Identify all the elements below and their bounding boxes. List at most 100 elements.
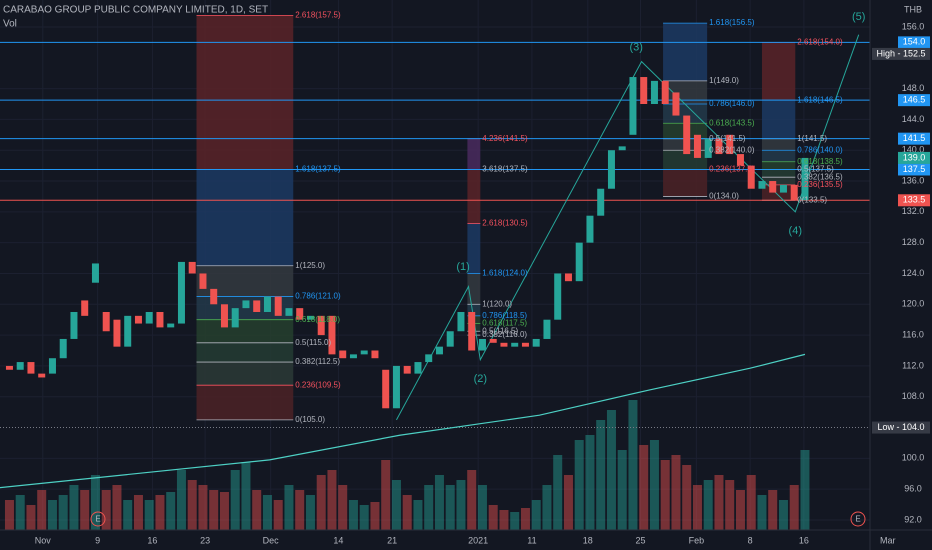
candle-body xyxy=(478,338,486,351)
fib-band xyxy=(196,15,294,170)
volume-bar xyxy=(639,445,649,530)
candle-body xyxy=(167,323,175,328)
price-label: 146.5 xyxy=(903,95,926,105)
fib-band xyxy=(196,342,294,363)
candle-body xyxy=(597,188,605,216)
candle-body xyxy=(640,77,648,104)
wave-label: (1) xyxy=(456,261,469,273)
candle-body xyxy=(38,373,46,378)
y-tick-label: 128.0 xyxy=(902,237,925,247)
x-tick-label: Mar xyxy=(880,535,896,545)
volume-bar xyxy=(123,500,133,530)
candle-body xyxy=(134,315,142,324)
volume-bar xyxy=(209,490,219,530)
x-tick-label: 18 xyxy=(583,535,593,545)
x-tick-label: 14 xyxy=(333,535,343,545)
x-tick-label: 11 xyxy=(527,535,536,545)
candle-body xyxy=(102,311,110,332)
price-label: 154.0 xyxy=(903,37,926,47)
fib-label: 0.618(117.5) xyxy=(482,319,527,328)
candle-body xyxy=(607,150,615,189)
y-tick-label: 140.0 xyxy=(902,145,925,155)
candle-body xyxy=(747,165,755,189)
x-tick-label: 21 xyxy=(387,535,397,545)
price-label: 137.5 xyxy=(903,164,926,174)
volume-bar xyxy=(219,492,229,530)
candle-body xyxy=(446,331,454,347)
earnings-icon[interactable] xyxy=(90,511,106,527)
volume-bar xyxy=(262,495,272,530)
volume-bar xyxy=(520,508,530,530)
price-label-bg xyxy=(898,194,930,207)
y-tick-label: 96.0 xyxy=(904,484,922,494)
x-tick-label: 16 xyxy=(799,535,809,545)
fib-label: 4.236(141.5) xyxy=(482,134,528,143)
fib-label: 0.236(135.5) xyxy=(797,180,843,189)
volume-bar xyxy=(574,440,584,530)
volume-bar xyxy=(682,465,692,530)
volume-bar xyxy=(424,485,434,530)
volume-bar xyxy=(542,485,552,530)
candle-body xyxy=(575,242,583,282)
volume-bar xyxy=(144,500,154,530)
candle-body xyxy=(360,350,368,355)
fib-label: 0.5(115.0) xyxy=(295,338,331,347)
candle-body xyxy=(91,263,99,283)
candle-body xyxy=(145,311,153,324)
high-label: High - 152.5 xyxy=(876,48,925,58)
volume-bar xyxy=(746,475,756,530)
high-label-bg xyxy=(872,47,930,60)
x-tick-label: 2021 xyxy=(468,535,488,545)
fib-label: 1.618(156.5) xyxy=(709,18,755,27)
volume-bar xyxy=(15,495,25,530)
y-tick-label: 112.0 xyxy=(902,360,924,370)
fib-band xyxy=(196,319,294,343)
last-price: 139.0 xyxy=(903,152,926,162)
fib-band xyxy=(761,42,796,101)
volume-bar xyxy=(800,450,810,530)
fib-label: 1.618(137.5) xyxy=(295,165,341,174)
candle-body xyxy=(220,304,228,328)
candle-body xyxy=(661,80,669,104)
fib-label: 0.382(116.0) xyxy=(482,330,527,339)
volume-bar xyxy=(284,485,294,530)
volume-bar xyxy=(456,480,466,530)
fib-band xyxy=(761,100,796,139)
candle-body xyxy=(371,350,379,359)
fib-label: 0.786(121.0) xyxy=(295,292,341,301)
fib-label: 0.5(137.5) xyxy=(797,165,834,174)
candle-body xyxy=(790,184,798,201)
fib-label: 0.236(137.5) xyxy=(709,165,755,174)
fib-label: 1(120.0) xyxy=(482,299,512,308)
volume-bar xyxy=(58,495,68,530)
volume-bar xyxy=(155,495,165,530)
y-tick-label: 100.0 xyxy=(902,453,925,463)
volume-bar xyxy=(26,505,36,530)
volume-bar xyxy=(488,505,498,530)
candle-body xyxy=(210,288,218,305)
volume-bar xyxy=(499,510,509,530)
volume-bar xyxy=(47,500,57,530)
candle-body xyxy=(715,138,723,155)
volume-bar xyxy=(305,495,315,530)
candle-body xyxy=(70,311,78,339)
x-tick-label: Nov xyxy=(35,535,52,545)
y-tick-label: 132.0 xyxy=(902,206,925,216)
x-tick-label: 8 xyxy=(748,535,753,545)
fib-band xyxy=(467,273,481,305)
volume-bar xyxy=(187,480,197,530)
volume-bar xyxy=(531,500,541,530)
fib-label: 0.618(118.0) xyxy=(295,315,340,324)
candle-body xyxy=(156,311,164,328)
candle-body xyxy=(339,350,347,359)
fib-label: 0.236(109.5) xyxy=(295,380,341,389)
candle-body xyxy=(403,365,411,374)
wave-label: (5) xyxy=(852,11,865,23)
volume-label: Vol xyxy=(3,19,17,30)
currency: THB xyxy=(904,4,922,14)
earnings-icon[interactable] xyxy=(850,511,866,527)
y-tick-label: 120.0 xyxy=(902,299,925,309)
volume-bar xyxy=(596,420,606,530)
candle-body xyxy=(81,300,89,316)
